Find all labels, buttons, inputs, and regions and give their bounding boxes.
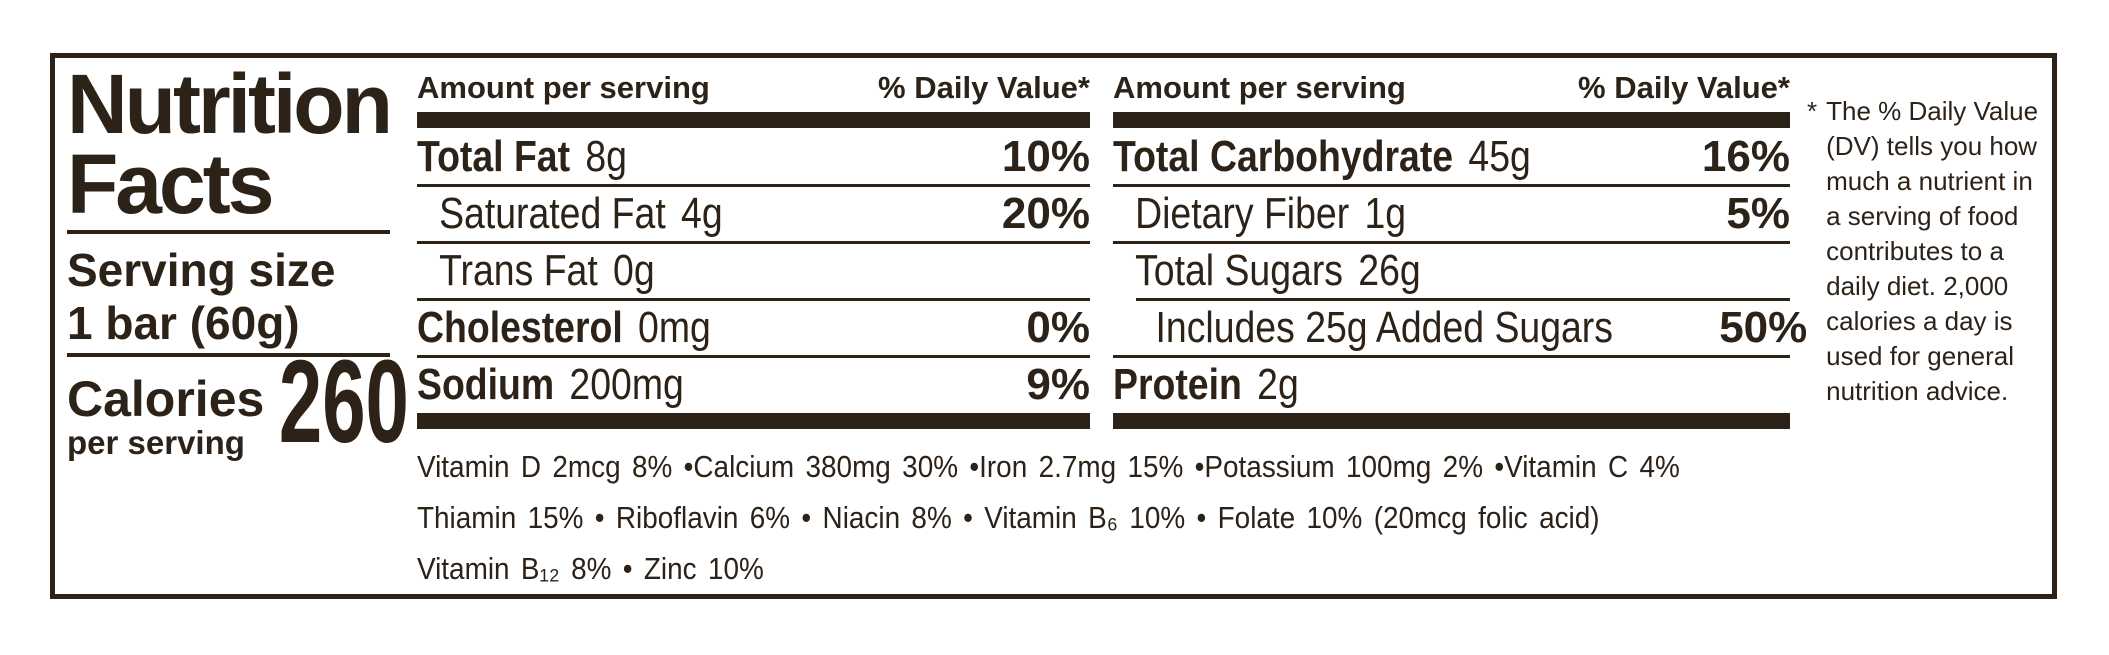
- serving-size-block: Serving size 1 bar (60g): [67, 244, 335, 350]
- nutrient-column-2: Amount per serving % Daily Value* Total …: [1113, 58, 1807, 438]
- amount-per-serving-label: Amount per serving: [417, 70, 710, 105]
- page-title: Nutrition Facts: [67, 57, 393, 231]
- nutrient: Trans Fat 0g: [439, 245, 655, 295]
- row-sodium: Sodium 200mg 9%: [417, 355, 1090, 413]
- daily-value: 10%: [1001, 131, 1090, 181]
- left-column: Nutrition Facts Serving size 1 bar (60g)…: [67, 57, 409, 594]
- row-saturated-fat: Saturated Fat 4g 20%: [417, 184, 1090, 242]
- micronutrients-line-3: Vitamin B₁₂ 8% • Zinc 10%: [417, 551, 764, 586]
- nutrient: Dietary Fiber 1g: [1135, 188, 1407, 238]
- daily-value: 9%: [1026, 359, 1090, 409]
- label-inner: Nutrition Facts Serving size 1 bar (60g)…: [55, 58, 2052, 594]
- nutrient: Includes 25g Added Sugars: [1155, 302, 1613, 352]
- daily-value-label: % Daily Value*: [1578, 70, 1790, 105]
- micronutrients-block: Vitamin D 2mcg 8% •Calcium 380mg 30% •Ir…: [417, 441, 1977, 594]
- daily-value-label: % Daily Value*: [878, 70, 1090, 105]
- nutrient: Sodium 200mg: [417, 359, 684, 409]
- row-dietary-fiber: Dietary Fiber 1g 5%: [1113, 184, 1790, 242]
- nutrient: Total Carbohydrate 45g: [1113, 131, 1531, 181]
- micronutrients-line-2: Thiamin 15% • Riboflavin 6% • Niacin 8% …: [417, 500, 1600, 535]
- amount-per-serving-label: Amount per serving: [1113, 70, 1406, 105]
- asterisk-marker: *: [1807, 96, 1818, 126]
- nutrient-column-1: Amount per serving % Daily Value* Total …: [417, 58, 1090, 438]
- divider-under-serving: [67, 353, 390, 357]
- footnote-text: The % Daily Value (DV) tells you how muc…: [1826, 96, 2039, 406]
- thick-rule: [417, 413, 1090, 429]
- daily-value: 16%: [1701, 131, 1790, 181]
- calories-label: Calories: [67, 371, 265, 427]
- column-1-rows: Total Fat 8g 10% Saturated Fat 4g 20% Tran…: [417, 128, 1090, 413]
- daily-value: 0%: [1026, 302, 1090, 352]
- serving-size-value: 1 bar (60g): [67, 297, 300, 349]
- daily-value: 20%: [1001, 188, 1090, 238]
- column-2-rows: Total Carbohydrate 45g 16% Dietary Fiber 1…: [1113, 128, 1807, 413]
- nutrient: Saturated Fat 4g: [439, 188, 723, 238]
- calories-value: 260: [278, 336, 409, 468]
- micronutrients-line-1: Vitamin D 2mcg 8% •Calcium 380mg 30% •Ir…: [417, 449, 1680, 484]
- row-trans-fat: Trans Fat 0g: [417, 241, 1090, 299]
- nutrient: Cholesterol 0mg: [417, 302, 711, 352]
- thick-rule: [417, 112, 1090, 128]
- nutrient: Total Fat 8g: [417, 131, 627, 181]
- thick-rule: [1113, 112, 1790, 128]
- daily-value: 5%: [1726, 188, 1790, 238]
- label-border: Nutrition Facts Serving size 1 bar (60g)…: [50, 53, 2057, 599]
- divider-under-title: [67, 230, 390, 234]
- column-2-header: Amount per serving % Daily Value*: [1113, 70, 1790, 106]
- nutrient: Protein 2g: [1113, 359, 1299, 409]
- nutrient: Total Sugars 26g: [1135, 245, 1421, 295]
- row-total-sugars: Total Sugars 26g: [1113, 241, 1790, 299]
- serving-size-label: Serving size: [67, 244, 336, 296]
- row-total-fat: Total Fat 8g 10%: [417, 128, 1090, 185]
- row-added-sugars: Includes 25g Added Sugars 50%: [1113, 298, 1807, 356]
- calories-sublabel: per serving: [67, 424, 245, 461]
- row-cholesterol: Cholesterol 0mg 0%: [417, 298, 1090, 356]
- row-protein: Protein 2g: [1113, 355, 1790, 413]
- thick-rule: [1113, 413, 1790, 429]
- title-line-1: Nutrition: [67, 57, 393, 151]
- title-line-2: Facts: [67, 137, 274, 231]
- daily-value: 50%: [1719, 302, 1808, 352]
- daily-value-footnote: * The % Daily Value (DV) tells you how m…: [1807, 94, 2047, 409]
- column-1-header: Amount per serving % Daily Value*: [417, 70, 1090, 106]
- row-total-carbohydrate: Total Carbohydrate 45g 16%: [1113, 128, 1790, 185]
